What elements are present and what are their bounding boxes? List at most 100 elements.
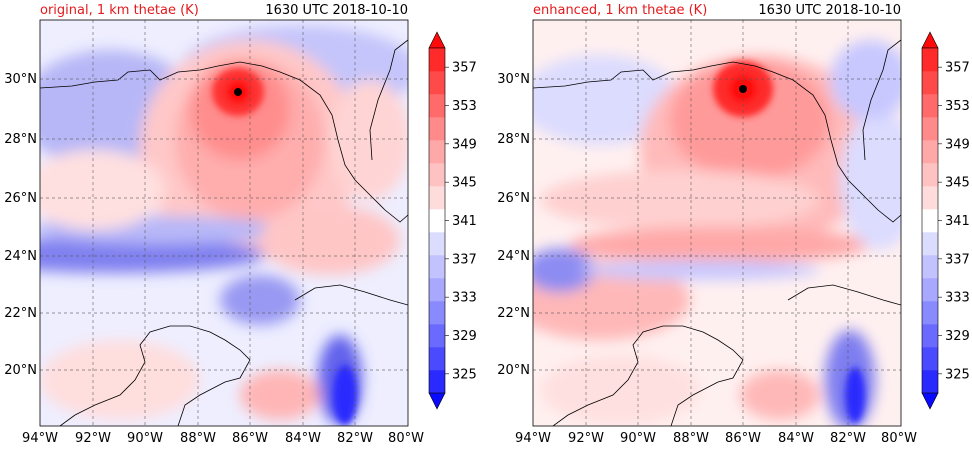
- colorbar-tick-label: 341: [945, 214, 970, 229]
- colorbar-segment: [922, 71, 938, 95]
- y-axis-enhanced: 20°N 22°N 24°N 26°N 28°N 30°N: [497, 72, 530, 378]
- colorbar-segment: [922, 117, 938, 141]
- x-tick-label: 80°W: [881, 431, 917, 446]
- colorbar-segment: [429, 370, 445, 394]
- colorbar-segment: [922, 186, 938, 210]
- coastline: [533, 39, 901, 426]
- colorbar-tick-label: 345: [452, 176, 477, 191]
- x-tick-label: 82°W: [337, 431, 373, 446]
- y-axis-original: 20°N 22°N 24°N 26°N 28°N 30°N: [4, 72, 37, 378]
- colorbar-tick-label: 345: [945, 176, 970, 191]
- x-tick-label: 84°W: [285, 431, 321, 446]
- colorbar-segment: [429, 163, 445, 187]
- colorbar-segment: [922, 94, 938, 118]
- colorbar-tick-label: 337: [452, 252, 477, 267]
- colorbar-extend-max: [428, 31, 446, 49]
- colorbar-segment: [922, 163, 938, 187]
- x-tick-label: 92°W: [75, 431, 111, 446]
- colorbar-segment: [429, 278, 445, 302]
- colorbar-segment: [922, 301, 938, 325]
- gridlines: [40, 20, 408, 426]
- colorbar-tick-label: 337: [945, 252, 970, 267]
- hurricane-center-marker: [739, 85, 747, 93]
- colorbar-tick-label: 357: [452, 61, 477, 76]
- colorbar-extend-min: [921, 392, 939, 410]
- colorbar-segment: [922, 232, 938, 256]
- colorbar-segment: [429, 209, 445, 233]
- colorbar-segment: [922, 278, 938, 302]
- y-tick-label: 30°N: [497, 72, 530, 87]
- colorbar-segment: [429, 255, 445, 279]
- colorbar-segment: [922, 48, 938, 72]
- colorbar-tick-label: 329: [452, 329, 477, 344]
- panel-enhanced-title-left: enhanced, 1 km thetae (K): [533, 3, 707, 18]
- panel-original-title-right: 1630 UTC 2018-10-10: [265, 3, 408, 18]
- y-tick-label: 30°N: [4, 72, 37, 87]
- colorbar-extend-min: [428, 392, 446, 410]
- panel-enhanced: enhanced, 1 km thetae (K) 1630 UTC 2018-…: [497, 3, 970, 446]
- colorbar-tick-label: 333: [452, 291, 477, 306]
- x-axis-original: 94°W 92°W 90°W 88°W 86°W 84°W 82°W 80°W: [22, 431, 424, 446]
- colorbar-segment: [429, 140, 445, 164]
- colorbar-segment: [429, 232, 445, 256]
- colorbar-segment: [922, 324, 938, 348]
- x-tick-label: 84°W: [778, 431, 814, 446]
- y-tick-label: 24°N: [497, 249, 530, 264]
- colorbar-enhanced: 325 329 333 337 341 345 349 353 357: [921, 31, 970, 410]
- colorbar-segment: [429, 94, 445, 118]
- colorbar-segment: [429, 48, 445, 72]
- y-tick-label: 20°N: [497, 363, 530, 378]
- hurricane-center-marker: [234, 88, 242, 96]
- panel-enhanced-title-right: 1630 UTC 2018-10-10: [758, 3, 901, 18]
- colorbar-segment: [922, 255, 938, 279]
- x-tick-label: 88°W: [180, 431, 216, 446]
- panel-enhanced-frame: [532, 19, 902, 427]
- colorbar-extend-max: [921, 31, 939, 49]
- colorbar-tick-label: 353: [452, 99, 477, 114]
- colorbar-tick-label: 325: [945, 367, 970, 382]
- panel-original-map: [40, 20, 408, 426]
- colorbar-tick-label: 357: [945, 61, 970, 76]
- colorbar-tick-label: 349: [452, 137, 477, 152]
- colorbar-segment: [429, 71, 445, 95]
- x-tick-label: 86°W: [725, 431, 761, 446]
- colorbar-segment: [922, 370, 938, 394]
- x-tick-label: 82°W: [830, 431, 866, 446]
- x-tick-label: 94°W: [22, 431, 58, 446]
- x-axis-enhanced: 94°W 92°W 90°W 88°W 86°W 84°W 82°W 80°W: [515, 431, 917, 446]
- colorbar-segment: [429, 186, 445, 210]
- colorbar-tick-label: 325: [452, 367, 477, 382]
- colorbar-tick-label: 333: [945, 291, 970, 306]
- y-tick-label: 26°N: [497, 191, 530, 206]
- coastline: [40, 39, 408, 426]
- x-tick-label: 90°W: [127, 431, 163, 446]
- colorbar-tick-label: 341: [452, 214, 477, 229]
- x-tick-label: 86°W: [232, 431, 268, 446]
- colorbar-segment: [922, 209, 938, 233]
- colorbar-segment: [429, 324, 445, 348]
- x-tick-label: 94°W: [515, 431, 551, 446]
- colorbar-tick-label: 349: [945, 137, 970, 152]
- panel-original-title-left: original, 1 km thetae (K): [40, 3, 199, 18]
- colorbar-segment: [922, 347, 938, 371]
- x-tick-label: 88°W: [673, 431, 709, 446]
- colorbar-segment: [922, 140, 938, 164]
- y-tick-label: 22°N: [4, 306, 37, 321]
- colorbar-segment: [429, 301, 445, 325]
- panel-enhanced-map: [533, 20, 901, 426]
- colorbar-segment: [429, 347, 445, 371]
- x-tick-label: 80°W: [388, 431, 424, 446]
- y-tick-label: 22°N: [497, 306, 530, 321]
- x-tick-label: 90°W: [620, 431, 656, 446]
- y-tick-label: 24°N: [4, 249, 37, 264]
- panel-original-frame: [39, 19, 409, 427]
- colorbar-tick-label: 353: [945, 99, 970, 114]
- y-tick-label: 20°N: [4, 363, 37, 378]
- gridlines: [533, 20, 901, 426]
- x-tick-label: 92°W: [568, 431, 604, 446]
- panel-original: original, 1 km thetae (K) 1630 UTC 2018-…: [4, 3, 477, 446]
- y-tick-label: 26°N: [4, 191, 37, 206]
- y-tick-label: 28°N: [4, 132, 37, 147]
- y-tick-label: 28°N: [497, 132, 530, 147]
